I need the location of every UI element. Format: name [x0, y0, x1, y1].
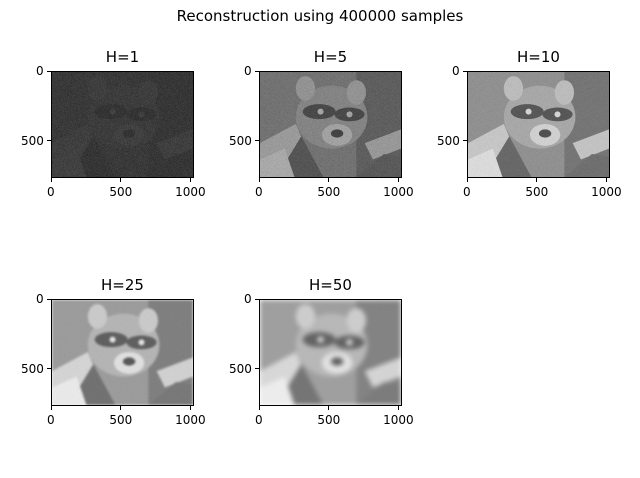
y-tick-label: 0 — [36, 64, 44, 78]
image-axes — [467, 71, 610, 178]
x-tick-label: 0 — [463, 185, 471, 199]
subplot-title: H=25 — [101, 276, 144, 294]
y-tick — [255, 140, 259, 142]
y-tick-label: 500 — [229, 361, 252, 376]
x-tick — [606, 178, 608, 182]
y-tick-label: 0 — [452, 64, 460, 78]
x-tick — [50, 406, 52, 410]
x-tick-label: 1000 — [383, 185, 414, 199]
x-tick-label: 500 — [525, 185, 549, 199]
x-tick — [536, 178, 538, 182]
image-axes — [259, 299, 402, 406]
y-tick — [463, 140, 467, 142]
y-tick — [47, 368, 51, 370]
reconstructed-image — [260, 72, 401, 177]
x-tick-label: 1000 — [175, 185, 206, 199]
x-tick — [50, 178, 52, 182]
x-tick — [258, 406, 260, 410]
x-tick-label: 0 — [47, 413, 55, 427]
y-tick — [47, 298, 51, 300]
subplot-panel: H=25 0 500 1000 0 500 — [21, 276, 206, 427]
x-tick-label: 500 — [109, 185, 133, 199]
y-tick — [463, 70, 467, 72]
y-tick — [255, 298, 259, 300]
image-axes — [51, 71, 194, 178]
y-tick — [255, 70, 259, 72]
x-tick-label: 500 — [317, 185, 341, 199]
image-axes — [259, 71, 402, 178]
y-tick — [47, 140, 51, 142]
subplot-panel: H=50 0 500 1000 0 500 — [229, 276, 414, 427]
y-tick-label: 0 — [36, 292, 44, 306]
x-tick — [120, 406, 122, 410]
reconstructed-image — [52, 300, 193, 405]
y-tick-label: 0 — [244, 292, 252, 306]
subplot-panel: H=5 0 500 1000 0 500 — [229, 48, 414, 199]
image-axes — [51, 299, 194, 406]
subplot-panel: H=1 0 500 1000 0 500 — [21, 48, 206, 199]
x-tick-label: 500 — [109, 413, 133, 427]
reconstructed-image — [260, 300, 401, 405]
subplot-title: H=1 — [105, 48, 140, 66]
y-tick-label: 500 — [437, 133, 460, 148]
y-tick — [47, 70, 51, 72]
y-tick-label: 500 — [21, 133, 44, 148]
x-tick-label: 1000 — [383, 413, 414, 427]
x-tick-label: 1000 — [175, 413, 206, 427]
subplot-title: H=10 — [517, 48, 560, 66]
x-tick — [258, 178, 260, 182]
x-tick — [190, 406, 192, 410]
x-tick — [398, 406, 400, 410]
x-tick — [466, 178, 468, 182]
reconstructed-image — [468, 72, 609, 177]
x-tick — [398, 178, 400, 182]
subplot-title: H=5 — [313, 48, 348, 66]
x-tick-label: 0 — [255, 185, 263, 199]
x-tick-label: 1000 — [591, 185, 622, 199]
x-tick — [190, 178, 192, 182]
y-tick-label: 0 — [244, 64, 252, 78]
x-tick — [328, 178, 330, 182]
subplot-title: H=50 — [309, 276, 352, 294]
reconstructed-image — [52, 72, 193, 177]
x-tick-label: 0 — [255, 413, 263, 427]
y-tick-label: 500 — [229, 133, 252, 148]
x-tick — [120, 178, 122, 182]
subplot-panel: H=10 0 500 1000 0 500 — [437, 48, 622, 199]
y-tick-label: 500 — [21, 361, 44, 376]
x-tick-label: 0 — [47, 185, 55, 199]
figure-suptitle: Reconstruction using 400000 samples — [176, 7, 464, 25]
x-tick-label: 500 — [317, 413, 341, 427]
x-tick — [328, 406, 330, 410]
y-tick — [255, 368, 259, 370]
